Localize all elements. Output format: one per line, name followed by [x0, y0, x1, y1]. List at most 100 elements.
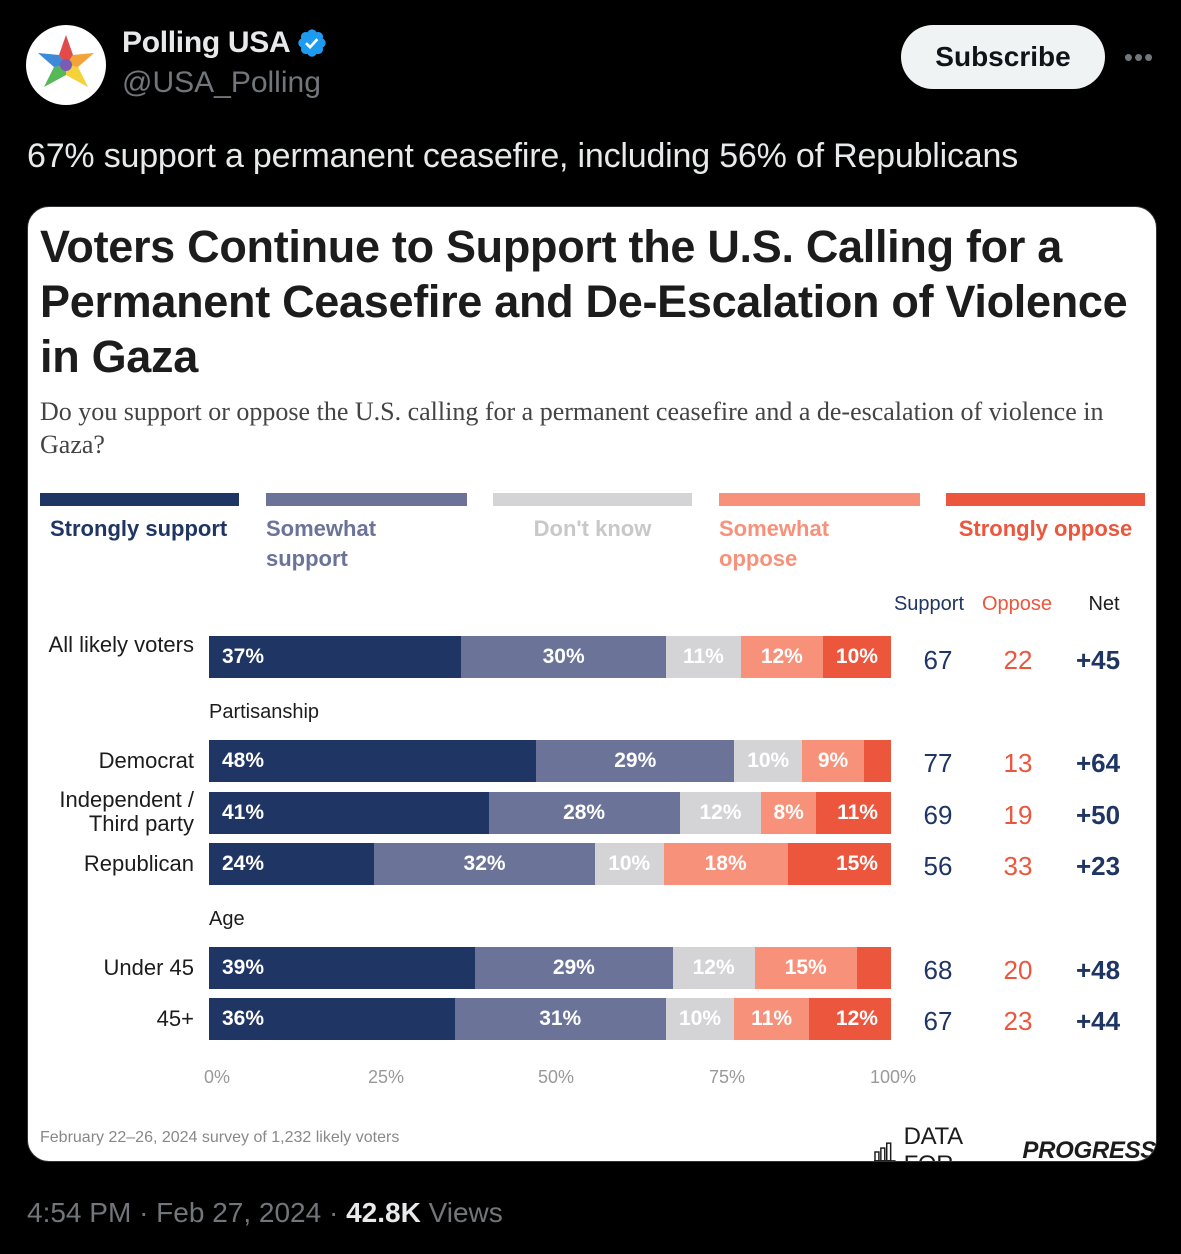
bar-row-45-plus: 36% 31% 10% 11% 12%	[209, 998, 891, 1040]
legend-item-strongly-oppose: Strongly oppose	[946, 493, 1145, 544]
support-value: 69	[923, 800, 953, 830]
bar-segment-strongly-oppose	[856, 947, 891, 989]
column-header-net: Net	[1088, 593, 1120, 615]
legend-swatch	[719, 493, 920, 506]
x-tick-label: 50%	[537, 1067, 575, 1087]
bar-chart-logo-icon	[874, 1142, 896, 1161]
legend-item-somewhat-oppose: Somewhat oppose	[719, 493, 920, 574]
bar-segment-strongly-support: 37%	[209, 636, 462, 678]
author-name-row: Polling USA	[122, 26, 328, 60]
bar-row-under-45: 39% 29% 12% 15%	[209, 947, 891, 989]
bar-row-democrat: 48% 29% 10% 9%	[209, 740, 891, 782]
bar-segment-dont-know: 11%	[665, 636, 741, 678]
net-value: +45	[1075, 645, 1121, 675]
meta-separator: ·	[328, 1197, 339, 1228]
section-label-partisanship: Partisanship	[209, 701, 320, 723]
tweet-date[interactable]: Feb 27, 2024	[156, 1197, 322, 1228]
support-value: 77	[923, 748, 953, 778]
row-label: 45+	[156, 1006, 194, 1031]
row-label: Republican	[83, 851, 194, 876]
legend-swatch	[40, 493, 239, 506]
bar-segment-somewhat-support: 28%	[488, 792, 680, 834]
support-value: 56	[923, 851, 953, 881]
legend-item-strongly-support: Strongly support	[40, 493, 239, 544]
support-value: 67	[923, 1006, 953, 1036]
legend-label: Strongly support	[50, 516, 228, 541]
bar-segment-dont-know: 12%	[672, 947, 755, 989]
views-count: 42.8K	[346, 1197, 421, 1228]
survey-footnote: February 22–26, 2024 survey of 1,232 lik…	[40, 1129, 400, 1146]
author-handle[interactable]: @USA_Polling	[122, 66, 321, 99]
subscribe-button[interactable]: Subscribe	[901, 25, 1105, 89]
polling-usa-star-logo-icon	[38, 35, 94, 87]
bar-segment-strongly-support: 48%	[209, 740, 537, 782]
meta-separator: ·	[139, 1197, 149, 1228]
bar-segment-strongly-oppose: 10%	[822, 636, 891, 678]
column-header-oppose: Oppose	[981, 593, 1053, 615]
bar-segment-somewhat-oppose: 18%	[663, 843, 788, 885]
views-label: Views	[428, 1197, 503, 1228]
tweet-time[interactable]: 4:54 PM	[27, 1197, 132, 1228]
net-value: +44	[1075, 1006, 1121, 1036]
oppose-value: 20	[1003, 955, 1033, 985]
row-label: Democrat	[98, 748, 194, 773]
bar-segment-strongly-support: 24%	[209, 843, 375, 885]
oppose-value: 19	[1003, 800, 1033, 830]
bar-row-all-likely-voters: 37% 30% 11% 12% 10%	[209, 636, 891, 678]
brand-text-data-for: DATA FOR	[903, 1123, 962, 1161]
row-label: Independent / Third party	[59, 787, 194, 836]
data-for-progress-logo: DATA FOR PROGRESS	[874, 1123, 1156, 1162]
bar-segment-somewhat-oppose: 15%	[754, 947, 857, 989]
legend-item-somewhat-support: Somewhat support	[266, 493, 467, 574]
author-display-name[interactable]: Polling USA	[122, 26, 291, 59]
bar-segment-somewhat-oppose: 12%	[740, 636, 823, 678]
legend-label: Don't know	[533, 516, 652, 541]
tweet-text: 67% support a permanent ceasefire, inclu…	[27, 137, 1019, 175]
legend-swatch	[266, 493, 467, 506]
bar-segment-strongly-oppose: 12%	[809, 998, 891, 1040]
oppose-value: 22	[1003, 645, 1033, 675]
section-label-age: Age	[209, 908, 245, 930]
bar-segment-dont-know: 10%	[665, 998, 735, 1040]
bar-segment-strongly-oppose: 11%	[815, 792, 891, 834]
bar-segment-strongly-support: 41%	[209, 792, 489, 834]
bar-segment-somewhat-support: 29%	[474, 947, 673, 989]
more-options-icon[interactable]: •••	[1123, 42, 1155, 72]
bar-segment-dont-know: 10%	[594, 843, 664, 885]
chart-question: Do you support or oppose the U.S. callin…	[40, 397, 1104, 459]
chart-image-card[interactable]: Voters Continue to Support the U.S. Call…	[27, 206, 1157, 1162]
legend-label: Strongly oppose	[958, 516, 1133, 541]
legend-swatch	[493, 493, 692, 506]
legend-swatch	[946, 493, 1145, 506]
brand-text-progress: PROGRESS	[1022, 1137, 1156, 1162]
oppose-value: 13	[1003, 748, 1033, 778]
net-value: +48	[1075, 955, 1121, 985]
x-tick-label: 0%	[203, 1067, 230, 1087]
support-value: 67	[923, 645, 953, 675]
bar-segment-somewhat-oppose: 9%	[802, 740, 864, 782]
support-value: 68	[923, 955, 953, 985]
bar-row-independent: 41% 28% 12% 8% 11%	[209, 792, 891, 834]
bar-segment-strongly-support: 36%	[209, 998, 455, 1040]
bar-segment-somewhat-support: 32%	[374, 843, 595, 885]
legend-label: Somewhat support	[266, 516, 377, 571]
verified-badge-icon	[298, 29, 327, 57]
bar-segment-somewhat-support: 30%	[461, 636, 666, 678]
bar-segment-strongly-oppose: 15%	[787, 843, 891, 885]
net-value: +50	[1075, 800, 1121, 830]
row-label: Under 45	[103, 955, 194, 980]
author-avatar[interactable]	[26, 25, 106, 105]
net-value: +23	[1075, 851, 1121, 881]
x-tick-label: 100%	[869, 1067, 917, 1087]
net-value: +64	[1075, 748, 1121, 778]
legend-item-dont-know: Don't know	[493, 493, 692, 544]
bar-segment-strongly-support: 39%	[209, 947, 475, 989]
bar-segment-strongly-oppose	[863, 740, 891, 782]
column-header-support: Support	[893, 593, 965, 615]
oppose-value: 33	[1003, 851, 1033, 881]
chart-title: Voters Continue to Support the U.S. Call…	[40, 221, 1128, 382]
bar-segment-dont-know: 10%	[734, 740, 803, 782]
bar-segment-somewhat-support: 31%	[454, 998, 666, 1040]
bar-segment-dont-know: 12%	[679, 792, 762, 834]
bar-segment-somewhat-support: 29%	[536, 740, 735, 782]
